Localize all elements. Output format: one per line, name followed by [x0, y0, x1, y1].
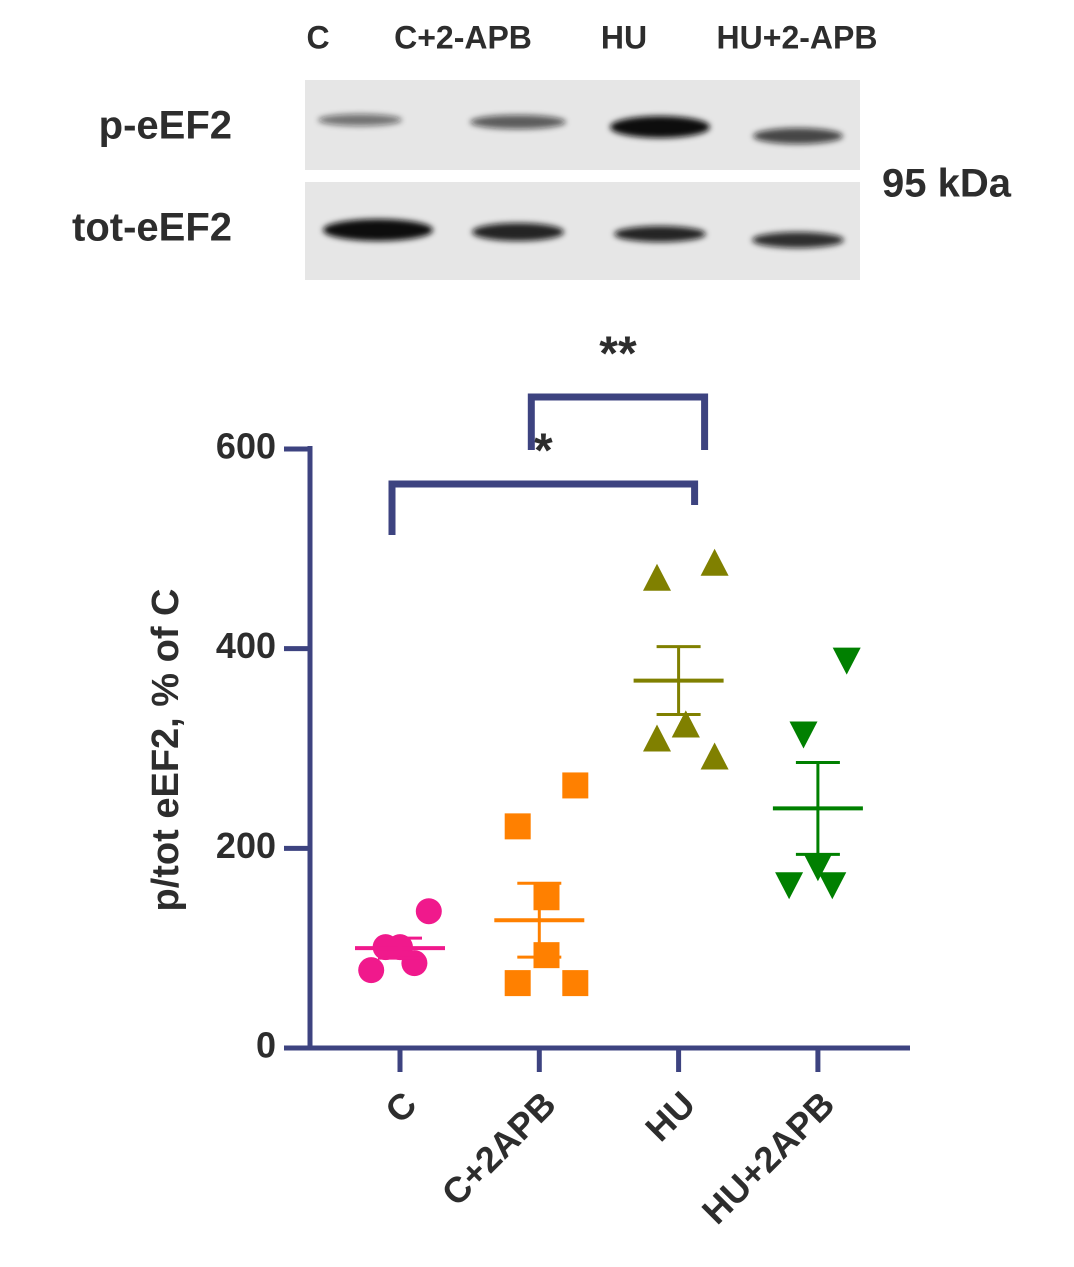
- point: [562, 772, 589, 799]
- lane-label: HU+2-APB: [717, 19, 878, 55]
- lane-label: HU: [601, 19, 647, 55]
- point: [504, 813, 531, 840]
- y-tick-label: 400: [216, 625, 276, 666]
- point: [700, 742, 729, 770]
- x-tick-label: C: [377, 1083, 424, 1130]
- significance-label: **: [599, 328, 637, 381]
- x-tick-label: HU+2APB: [694, 1083, 843, 1232]
- x-tick-label: HU: [637, 1083, 703, 1149]
- point: [832, 647, 861, 675]
- lane-label: C+2-APB: [394, 19, 532, 55]
- bands: [318, 114, 844, 248]
- size-label: 95 kDa: [882, 162, 1012, 206]
- chart: 0 200 400 600 p/tot eEF2, % of C C C+2APB HUHU+…: [145, 328, 910, 1232]
- y-tick-label: 0: [256, 1025, 276, 1066]
- point: [533, 884, 560, 911]
- y-tick-label: 600: [216, 426, 276, 467]
- y-axis-title: p/tot eEF2, % of C: [145, 589, 187, 912]
- point: [818, 872, 847, 900]
- significance-label: *: [534, 425, 553, 478]
- x-tick-label: C+2APB: [434, 1083, 564, 1213]
- row-label: tot-eEF2: [72, 206, 232, 250]
- row-label: p-eEF2: [99, 104, 232, 148]
- blot-row: [305, 80, 860, 170]
- point: [533, 942, 560, 969]
- point: [504, 970, 531, 997]
- point: [358, 957, 385, 984]
- significance-bracket: [527, 393, 709, 450]
- point: [643, 563, 671, 591]
- point: [401, 950, 428, 977]
- point: [775, 872, 804, 900]
- point: [562, 970, 589, 997]
- point: [415, 898, 442, 925]
- point: [671, 710, 700, 738]
- point: [803, 854, 832, 882]
- y-tick-label: 200: [216, 825, 276, 866]
- lane-label: C: [306, 19, 329, 55]
- significance-bracket: [388, 480, 699, 535]
- point: [789, 721, 818, 749]
- point: [643, 724, 671, 752]
- point: [700, 548, 729, 576]
- blot: C C+2-APB HU HU+2-APB p-eEF2 tot-eEF2 95…: [72, 19, 1012, 280]
